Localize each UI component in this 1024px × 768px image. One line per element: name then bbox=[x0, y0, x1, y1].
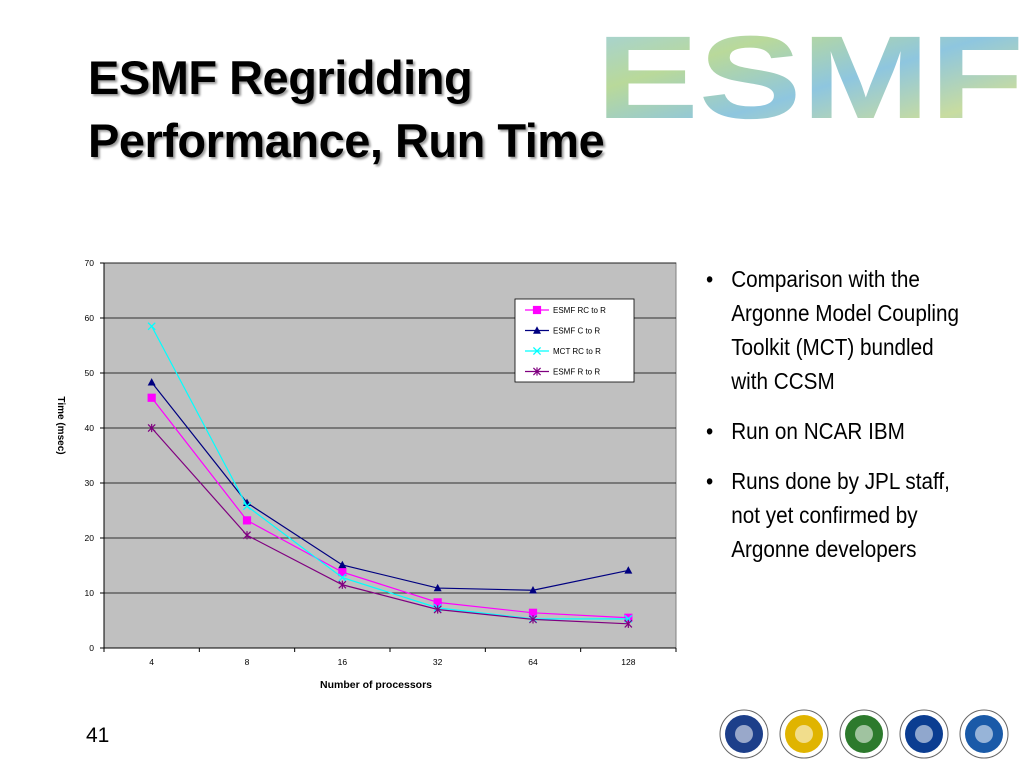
esmf-logo: ESMF bbox=[596, 30, 1024, 126]
data-point-star bbox=[147, 423, 156, 433]
doe-seal-icon bbox=[839, 709, 889, 759]
data-point-triangle bbox=[529, 586, 537, 594]
legend-label: ESMF RC to R bbox=[553, 306, 606, 315]
data-point-square bbox=[532, 305, 542, 315]
series-line bbox=[151, 325, 629, 620]
data-point-triangle bbox=[147, 378, 156, 386]
data-point-star bbox=[242, 531, 252, 540]
y-tick-label: 20 bbox=[85, 533, 95, 543]
slide-title-line-2: Performance, Run Time bbox=[88, 114, 605, 167]
x-tick-label: 4 bbox=[149, 657, 154, 667]
bullet-item: Comparison with the Argonne Model Coupli… bbox=[706, 262, 976, 398]
y-tick-label: 50 bbox=[85, 368, 95, 378]
dod-seal-icon bbox=[719, 709, 769, 759]
series-esmf-c-to-r bbox=[147, 378, 633, 594]
esmf-logo-text: ESMF bbox=[596, 30, 1024, 126]
x-axis-label: Number of processors bbox=[320, 679, 432, 691]
y-tick-label: 60 bbox=[85, 313, 95, 323]
agency-seals bbox=[719, 709, 1009, 759]
chart-legend: ESMF RC to R ESMF C to R MCT RC to R ESMF R… bbox=[514, 298, 635, 383]
legend-label: MCT RC to R bbox=[553, 347, 601, 356]
x-tick-label: 32 bbox=[433, 657, 443, 667]
y-tick-label: 10 bbox=[85, 588, 95, 598]
noaa-seal-icon bbox=[959, 709, 1009, 759]
run-time-chart: 0 10 20 30 40 50 60 70 4 8 16 32 64 128 Number of proc… bbox=[55, 258, 677, 691]
data-point-triangle bbox=[624, 566, 633, 574]
chart-axes: 0 10 20 30 40 50 60 70 4 8 16 32 64 128 Number of proc… bbox=[55, 258, 677, 691]
y-axis-label: Time (msec) bbox=[55, 396, 66, 454]
legend-entry: MCT RC to R bbox=[525, 346, 601, 356]
y-tick-label: 40 bbox=[85, 423, 95, 433]
legend-label: ESMF R to R bbox=[553, 368, 600, 377]
legend-entry: ESMF C to R bbox=[525, 326, 600, 336]
legend-entry: ESMF RC to R bbox=[525, 305, 606, 315]
data-point-triangle bbox=[533, 326, 541, 334]
x-tick-label: 16 bbox=[338, 657, 348, 667]
bullet-item: Run on NCAR IBM bbox=[706, 414, 976, 448]
data-point-x bbox=[532, 346, 542, 356]
legend-entry: ESMF R to R bbox=[525, 367, 600, 377]
data-point-square bbox=[147, 393, 156, 402]
chart-series bbox=[147, 322, 633, 628]
y-tick-label: 0 bbox=[89, 643, 94, 653]
data-point-x bbox=[338, 573, 347, 582]
bullet-list: Comparison with the Argonne Model Coupli… bbox=[706, 262, 976, 582]
data-point-triangle bbox=[338, 560, 347, 569]
bullet-item: Runs done by JPL staff, not yet confirme… bbox=[706, 464, 976, 566]
data-point-triangle bbox=[433, 583, 442, 592]
nsf-seal-icon bbox=[779, 709, 829, 759]
page-number: 41 bbox=[86, 724, 110, 747]
series-esmf-rc-to-r bbox=[147, 393, 633, 622]
data-point-x bbox=[147, 322, 156, 331]
data-point-square bbox=[338, 568, 347, 577]
series-line bbox=[151, 397, 629, 619]
data-point-square bbox=[242, 516, 252, 525]
x-tick-label: 8 bbox=[245, 657, 250, 667]
slide-title-line-1: ESMF Regridding bbox=[88, 51, 473, 104]
data-point-star bbox=[338, 580, 347, 589]
series-line bbox=[151, 427, 629, 625]
legend-label: ESMF C to R bbox=[553, 327, 600, 336]
x-tick-label: 64 bbox=[528, 657, 538, 667]
nasa-seal-icon bbox=[899, 709, 949, 759]
y-tick-label: 70 bbox=[85, 258, 95, 268]
data-point-star bbox=[433, 605, 442, 614]
series-esmf-r-to-r bbox=[147, 423, 633, 628]
data-point-star bbox=[532, 367, 542, 376]
data-point-star bbox=[624, 619, 633, 628]
data-point-star bbox=[528, 615, 538, 624]
y-tick-label: 30 bbox=[85, 478, 95, 488]
data-point-x bbox=[242, 502, 252, 511]
x-tick-label: 128 bbox=[621, 657, 635, 667]
series-line bbox=[151, 381, 629, 591]
slide-title: ESMF Regridding Performance, Run Time bbox=[88, 46, 605, 172]
